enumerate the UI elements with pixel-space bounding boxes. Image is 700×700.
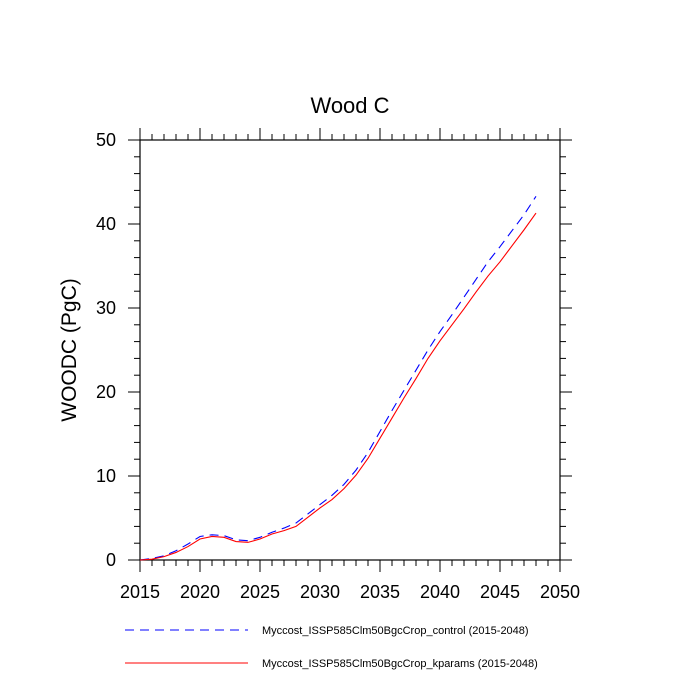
series-line-2 [139,212,537,561]
y-tick-label: 10 [96,466,116,486]
y-tick-label: 40 [96,214,116,234]
x-tick-label: 2030 [300,582,340,602]
x-tick-label: 2020 [180,582,220,602]
plot-area: 2015 2020 2025 2030 2035 2040 2045 205001020304… [96,128,580,602]
x-tick-label: 2040 [420,582,460,602]
chart-title: Wood C [310,93,389,118]
legend: Myccost_ISSP585Clm50BgcCrop_control (201… [125,625,538,670]
y-tick-label: 30 [96,298,116,318]
x-tick-label: 2025 [240,582,280,602]
legend-label-1: Myccost_ISSP585Clm50BgcCrop_control (201… [262,625,529,637]
plot-frame [139,139,561,561]
y-tick-label: 50 [96,130,116,150]
x-tick-label: 2035 [360,582,400,602]
x-tick-label: 2045 [480,582,520,602]
legend-label-2: Myccost_ISSP585Clm50BgcCrop_kparams (201… [262,658,538,670]
y-axis-label: WOODC (PgC) [58,278,81,422]
x-tick-label: 2050 [540,582,580,602]
y-tick-label: 0 [106,550,116,570]
series-line-1 [139,195,537,561]
x-tick-label: 2015 [120,582,160,602]
y-tick-label: 20 [96,382,116,402]
